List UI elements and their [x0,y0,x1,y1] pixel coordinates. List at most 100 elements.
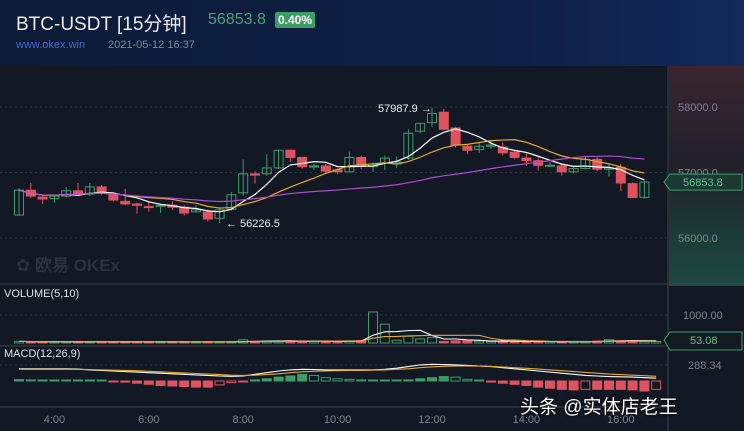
candle-body [132,203,142,206]
volume-ma-line [18,329,657,343]
candle-body [545,164,555,167]
current-price: 56853.8 [683,177,723,189]
candle-body [238,173,249,194]
macd-bar [509,380,520,385]
volume-bar [368,311,378,344]
candle-body [155,204,166,207]
volume-bar [486,340,496,344]
candle-body [521,157,532,162]
candle-body [297,156,308,168]
candle-body [250,173,260,176]
candle-body [320,165,331,172]
macd-bar [427,377,437,382]
macd-bar [167,380,178,387]
candle-body [61,190,72,197]
macd-bar [486,380,496,383]
macd-bar [49,379,60,382]
macd-bar [25,379,36,382]
candle-body [191,209,201,213]
candle-body [273,149,284,169]
macd-bar [309,374,319,382]
macd-bar [580,380,591,390]
candle-body [438,111,449,130]
candle-body [556,165,567,173]
macd-label: MACD(12,26,9) [4,348,81,360]
time-tick: 14:00 [513,414,541,426]
macd-bar [261,378,272,382]
okex-logo: ✿ 欧易 OKEx [16,251,120,276]
pair-title: BTC-USDT [15分钟] [16,14,187,35]
macd-bar [285,375,296,382]
high-annotation: 57987.9 → [378,103,432,115]
macd-bar [545,380,555,389]
volume-ma-line [18,334,657,343]
current-price-tag [663,173,743,191]
candle-body [84,186,95,195]
macd-bar [415,378,426,382]
macd-bar [61,379,72,382]
macd-bar [14,379,24,382]
macd-bar [627,380,638,391]
macd-bar [108,380,119,383]
macd-bar [84,379,95,382]
macd-bar [356,379,367,382]
candle-body [37,196,48,200]
candle-body [261,167,272,175]
macd-bar [556,380,567,390]
candle-body [344,156,355,173]
macd-bar [368,379,378,382]
candle-body [214,209,225,219]
macd-bar [521,380,532,386]
macd-bar [226,380,237,384]
candle-body [592,158,603,170]
candle-body [202,211,213,220]
time-tick: 6:00 [138,414,159,426]
macd-bar [143,380,154,385]
time-tick: 4:00 [44,414,65,426]
macd-bar [191,380,201,388]
candle-body [474,145,485,151]
candle-body [462,145,473,151]
watermark: 头条 @实体店老王 [520,397,678,418]
macd-bar [250,379,260,382]
macd-bar [202,380,213,388]
datetime: 2021-05-12 16:37 [108,39,195,51]
macd-bar [273,376,284,382]
macd-bar [344,378,355,382]
volume-bar [450,340,461,344]
macd-bar [132,380,142,384]
macd-dif-line [19,363,657,379]
macd-bar [320,377,331,382]
candle-body [509,151,520,158]
candle-body [309,165,319,168]
site-link[interactable]: www.okex.win [16,39,86,51]
macd-bar [438,376,449,382]
logo-icon: ✿ [16,256,31,275]
candle-body [427,113,437,124]
macd-bar [474,379,485,382]
candle-body [120,200,131,205]
macd-tick: 288.34 [688,360,722,372]
header: BTC-USDT [15分钟] 56853.8 0.40% www.okex.w… [0,0,744,66]
volume-bar [391,339,402,344]
time-tick: 8:00 [232,414,253,426]
time-tick: 12:00 [418,414,446,426]
macd-bar [332,378,343,382]
macd-bar [497,380,508,384]
candle-body [639,181,650,198]
macd-bar [297,373,308,382]
macd-bar [651,380,662,390]
macd-bar [120,380,131,383]
volume-bar [427,337,437,344]
last-price: 56853.8 [208,11,266,28]
macd-bar [214,380,225,386]
volume-bar [462,340,473,344]
candle-body [497,146,508,154]
macd-bar [96,379,107,382]
price-tick: 56000.0 [678,233,718,245]
candle-body [285,149,296,158]
volume-current: 53.08 [690,335,718,347]
candle-body [415,122,426,132]
candle-body [486,144,496,147]
